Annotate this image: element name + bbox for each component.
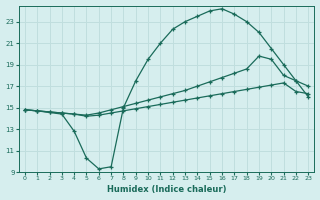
- X-axis label: Humidex (Indice chaleur): Humidex (Indice chaleur): [107, 185, 226, 194]
